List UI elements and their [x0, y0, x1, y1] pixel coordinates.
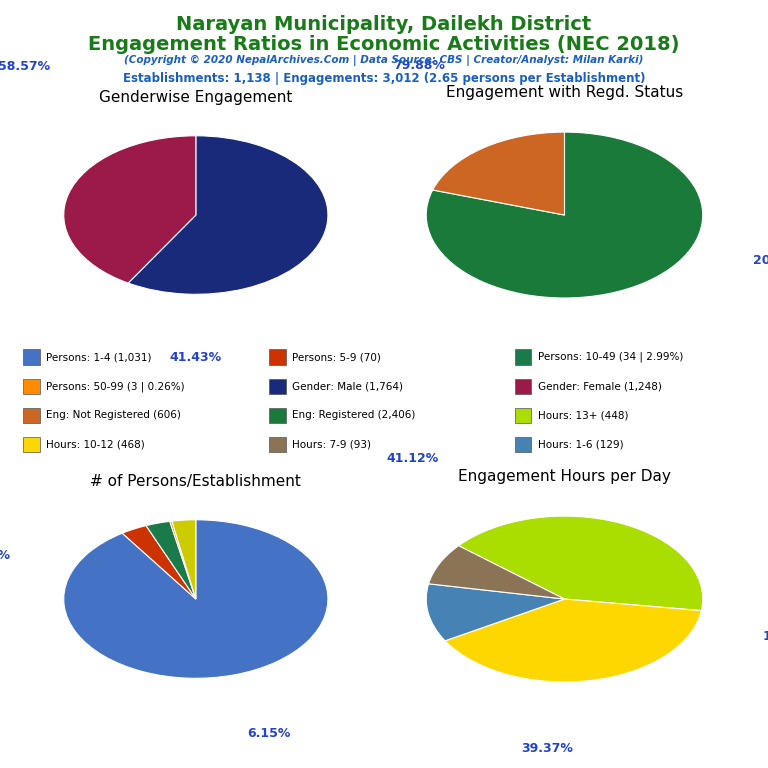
Wedge shape — [170, 521, 196, 599]
Text: Gender: Female (1,248): Gender: Female (1,248) — [538, 381, 661, 392]
Text: Eng: Registered (2,406): Eng: Registered (2,406) — [292, 410, 415, 421]
Wedge shape — [172, 520, 196, 599]
Text: Hours: 1-6 (129): Hours: 1-6 (129) — [538, 439, 623, 450]
Wedge shape — [146, 521, 196, 599]
Wedge shape — [122, 525, 196, 599]
Title: Engagement with Regd. Status: Engagement with Regd. Status — [446, 85, 683, 101]
Text: Establishments: 1,138 | Engagements: 3,012 (2.65 persons per Establishment): Establishments: 1,138 | Engagements: 3,0… — [123, 72, 645, 85]
Text: Persons: 1-4 (1,031): Persons: 1-4 (1,031) — [46, 352, 151, 362]
Title: Genderwise Engagement: Genderwise Engagement — [99, 90, 293, 105]
Text: 20.12%: 20.12% — [753, 254, 768, 267]
Text: (Copyright © 2020 NepalArchives.Com | Data Source: CBS | Creator/Analyst: Milan : (Copyright © 2020 NepalArchives.Com | Da… — [124, 55, 644, 66]
Wedge shape — [445, 599, 701, 682]
Wedge shape — [64, 520, 328, 678]
Text: 11.34%: 11.34% — [763, 630, 768, 643]
Wedge shape — [426, 132, 703, 298]
Wedge shape — [429, 546, 564, 599]
Wedge shape — [64, 136, 196, 283]
Text: Engagement Ratios in Economic Activities (NEC 2018): Engagement Ratios in Economic Activities… — [88, 35, 680, 54]
Wedge shape — [128, 136, 328, 294]
Text: Eng: Not Registered (606): Eng: Not Registered (606) — [46, 410, 181, 421]
Text: Persons: 50-99 (3 | 0.26%): Persons: 50-99 (3 | 0.26%) — [46, 381, 185, 392]
Wedge shape — [426, 584, 564, 641]
Text: 6.15%: 6.15% — [247, 727, 290, 740]
Text: 39.37%: 39.37% — [521, 742, 573, 755]
Text: 90.60%: 90.60% — [0, 549, 11, 562]
Text: Narayan Municipality, Dailekh District: Narayan Municipality, Dailekh District — [177, 15, 591, 35]
Title: # of Persons/Establishment: # of Persons/Establishment — [91, 474, 301, 489]
Text: 79.88%: 79.88% — [393, 59, 445, 72]
Text: Hours: 13+ (448): Hours: 13+ (448) — [538, 410, 628, 421]
Text: 41.12%: 41.12% — [386, 452, 439, 465]
Text: Persons: 10-49 (34 | 2.99%): Persons: 10-49 (34 | 2.99%) — [538, 352, 683, 362]
Wedge shape — [432, 132, 564, 215]
Text: 58.57%: 58.57% — [0, 60, 50, 73]
Text: 41.43%: 41.43% — [170, 351, 222, 364]
Title: Engagement Hours per Day: Engagement Hours per Day — [458, 469, 671, 485]
Wedge shape — [458, 516, 703, 611]
Text: Hours: 7-9 (93): Hours: 7-9 (93) — [292, 439, 371, 450]
Text: Hours: 10-12 (468): Hours: 10-12 (468) — [46, 439, 145, 450]
Text: Gender: Male (1,764): Gender: Male (1,764) — [292, 381, 403, 392]
Text: Persons: 5-9 (70): Persons: 5-9 (70) — [292, 352, 381, 362]
